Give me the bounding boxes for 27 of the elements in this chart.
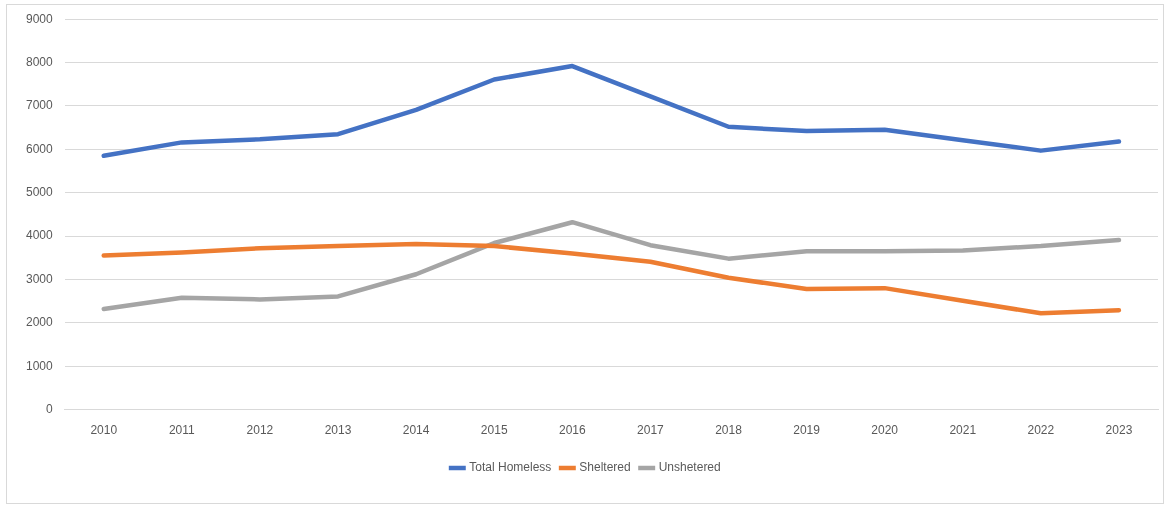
y-tick-label: 9000	[25, 11, 54, 26]
y-tick-label: 2000	[25, 315, 54, 330]
y-tick-label: 4000	[25, 228, 54, 243]
x-tick-label: 2010	[90, 423, 118, 438]
x-tick-label: 2017	[637, 423, 665, 438]
x-tick-label: 2011	[168, 423, 196, 438]
legend-label: Total Homeless	[469, 460, 552, 475]
x-tick-label: 2022	[1027, 423, 1055, 438]
y-tick-label: 8000	[25, 54, 54, 69]
x-tick-label: 2020	[871, 423, 899, 438]
x-tick-label: 2021	[949, 423, 977, 438]
x-tick-label: 2015	[480, 423, 508, 438]
y-tick-label: 0	[46, 401, 54, 416]
legend-label: Unshetered	[658, 460, 721, 475]
x-tick-label: 2018	[715, 423, 743, 438]
x-tick-label: 2014	[402, 423, 430, 438]
y-tick-label: 3000	[25, 271, 54, 286]
x-tick-label: 2013	[324, 423, 352, 438]
x-tick-label: 2016	[558, 423, 586, 438]
x-tick-label: 2019	[793, 423, 821, 438]
legend-label: Sheltered	[579, 460, 631, 475]
y-tick-label: 1000	[25, 358, 54, 373]
x-tick-label: 2012	[246, 423, 274, 438]
x-tick-label: 2023	[1105, 423, 1133, 438]
y-tick-label: 6000	[25, 141, 54, 156]
y-tick-label: 5000	[25, 185, 54, 200]
y-tick-label: 7000	[25, 98, 54, 113]
